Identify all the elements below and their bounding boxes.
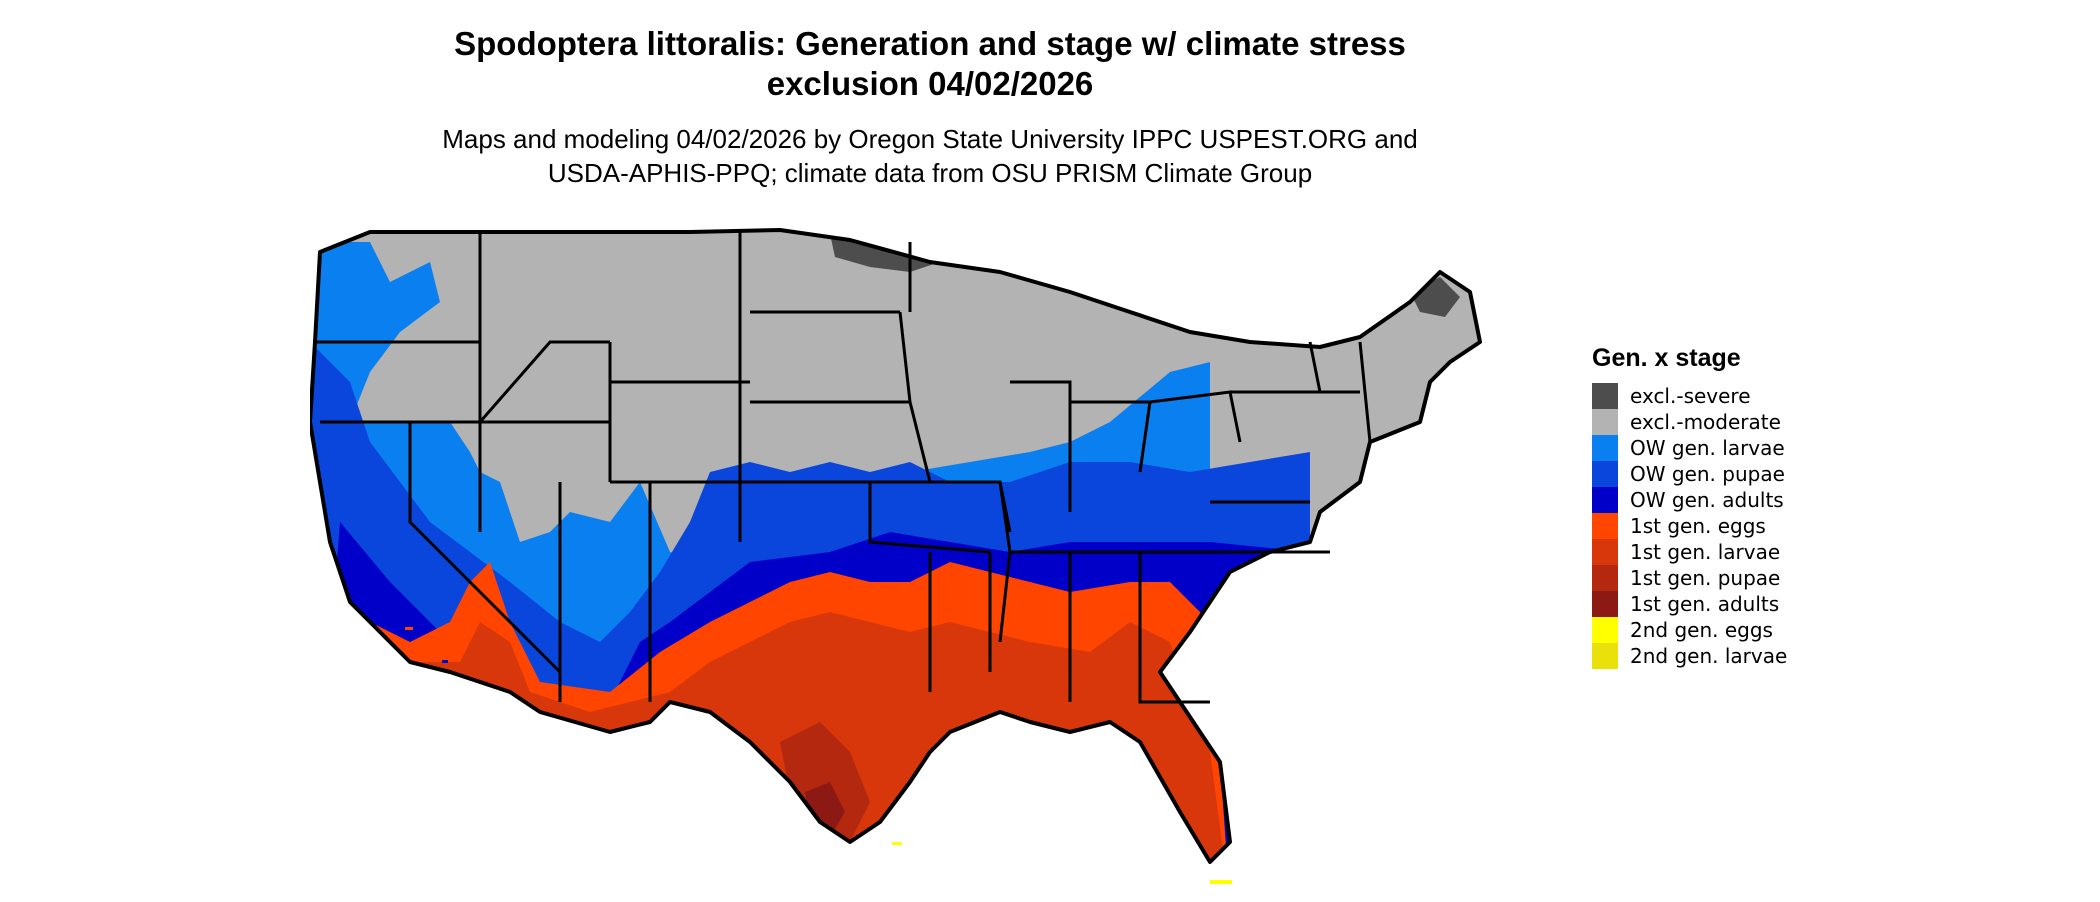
legend-label: excl.-moderate bbox=[1630, 410, 1781, 434]
legend-swatch bbox=[1592, 383, 1618, 409]
legend-item: 2nd gen. eggs bbox=[1592, 617, 1787, 643]
keys-2nd-gen-eggs bbox=[1210, 880, 1232, 884]
legend-item: 1st gen. eggs bbox=[1592, 513, 1787, 539]
us-outline bbox=[310, 228, 1482, 864]
subtitle-line-2: USDA-APHIS-PPQ; climate data from OSU PR… bbox=[547, 158, 1313, 188]
map-title: Spodoptera littoralis: Generation and st… bbox=[0, 24, 1860, 104]
legend-swatch bbox=[1592, 487, 1618, 513]
legend-label: 1st gen. larvae bbox=[1630, 540, 1781, 564]
legend-item: excl.-moderate bbox=[1592, 409, 1787, 435]
legend-item: excl.-severe bbox=[1592, 383, 1787, 409]
legend-label: 1st gen. eggs bbox=[1630, 514, 1766, 538]
legend-item: 1st gen. pupae bbox=[1592, 565, 1787, 591]
legend-swatch bbox=[1592, 643, 1618, 669]
legend: Gen. x stage excl.-severe excl.-moderate O… bbox=[1592, 344, 1787, 669]
legend-title: Gen. x stage bbox=[1592, 344, 1741, 372]
legend-swatch bbox=[1592, 461, 1618, 487]
us-map bbox=[310, 228, 1482, 884]
legend-swatch bbox=[1592, 617, 1618, 643]
legend-item: 2nd gen. larvae bbox=[1592, 643, 1787, 669]
texas-coast-eggs bbox=[892, 842, 902, 845]
legend-swatch bbox=[1592, 513, 1618, 539]
legend-label: 1st gen. pupae bbox=[1630, 566, 1781, 590]
subtitle-line-1: Maps and modeling 04/02/2026 by Oregon S… bbox=[442, 124, 1418, 154]
legend-label: excl.-severe bbox=[1630, 384, 1751, 408]
legend-item: OW gen. larvae bbox=[1592, 435, 1787, 461]
legend-swatch bbox=[1592, 435, 1618, 461]
title-line-2: exclusion 04/02/2026 bbox=[766, 65, 1094, 102]
legend-item: 1st gen. larvae bbox=[1592, 539, 1787, 565]
legend-label: OW gen. pupae bbox=[1630, 462, 1785, 486]
legend-swatch bbox=[1592, 409, 1618, 435]
legend-swatch bbox=[1592, 565, 1618, 591]
legend-label: 2nd gen. eggs bbox=[1630, 618, 1773, 642]
map-subtitle: Maps and modeling 04/02/2026 by Oregon S… bbox=[0, 122, 1860, 190]
legend-swatch bbox=[1592, 591, 1618, 617]
channel-island-1 bbox=[405, 627, 413, 630]
legend-label: OW gen. adults bbox=[1630, 488, 1784, 512]
legend-label: 1st gen. adults bbox=[1630, 592, 1780, 616]
legend-item: OW gen. pupae bbox=[1592, 461, 1787, 487]
legend-item: OW gen. adults bbox=[1592, 487, 1787, 513]
legend-item: 1st gen. adults bbox=[1592, 591, 1787, 617]
legend-items: excl.-severe excl.-moderate OW gen. larvae… bbox=[1592, 383, 1787, 669]
state-boundaries bbox=[315, 232, 1372, 704]
title-line-1: Spodoptera littoralis: Generation and st… bbox=[454, 25, 1406, 62]
legend-swatch bbox=[1592, 539, 1618, 565]
channel-island-2 bbox=[442, 660, 448, 663]
map-fill bbox=[310, 230, 1480, 862]
legend-label: OW gen. larvae bbox=[1630, 436, 1785, 460]
legend-label: 2nd gen. larvae bbox=[1630, 644, 1788, 668]
